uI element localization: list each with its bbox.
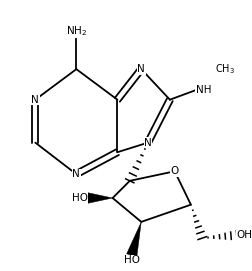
Text: O: O bbox=[170, 166, 178, 176]
Text: NH$_2$: NH$_2$ bbox=[66, 24, 87, 38]
Text: HO: HO bbox=[123, 255, 139, 265]
Text: HO: HO bbox=[72, 193, 87, 203]
Polygon shape bbox=[126, 222, 141, 257]
Text: N: N bbox=[143, 138, 151, 148]
Text: OH: OH bbox=[236, 230, 252, 240]
Polygon shape bbox=[87, 193, 112, 203]
Text: CH$_3$: CH$_3$ bbox=[214, 62, 234, 76]
Text: N: N bbox=[137, 64, 145, 74]
Text: NH: NH bbox=[195, 85, 210, 95]
Text: N: N bbox=[31, 95, 39, 105]
Text: N: N bbox=[72, 169, 80, 179]
